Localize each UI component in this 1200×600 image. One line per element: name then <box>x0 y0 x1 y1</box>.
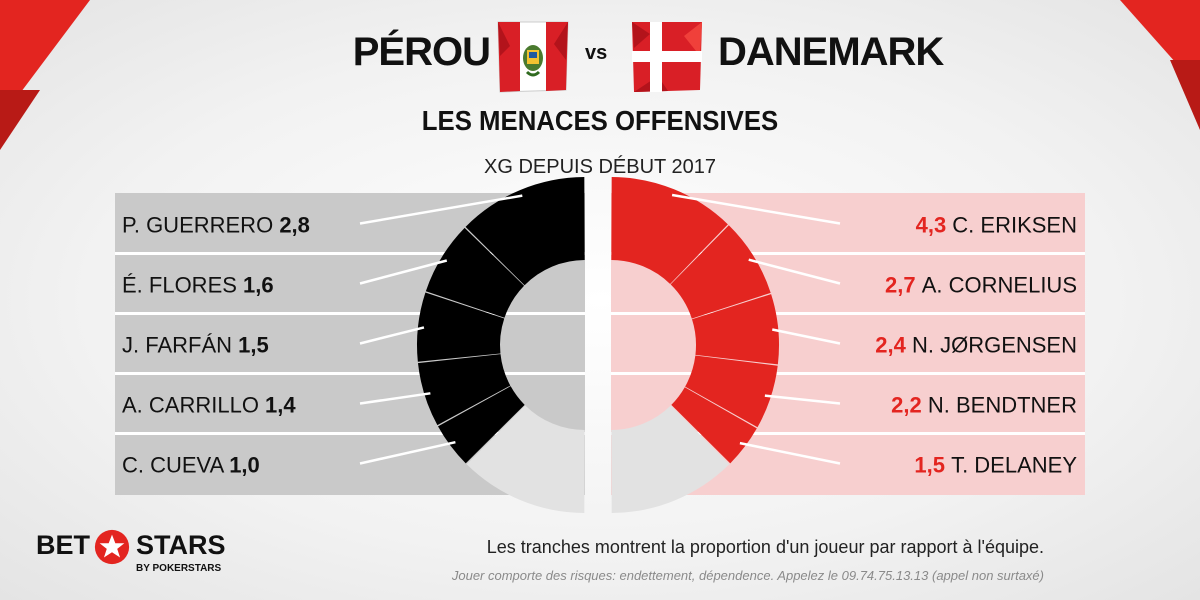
connector-line <box>772 328 841 345</box>
connector-line <box>764 394 841 405</box>
row-separator <box>611 312 1085 315</box>
footer-legal: Jouer comporte des risques: endettement,… <box>451 568 1044 583</box>
vs-label: vs <box>585 42 608 64</box>
player-label: 2,7 A. CORNELIUS <box>885 273 1077 298</box>
betstars-logo: BET STARS BY POKERSTARS <box>36 529 236 580</box>
connector-line <box>359 194 523 225</box>
player-label: A. CARRILLO 1,4 <box>122 393 296 418</box>
decor-facet <box>0 90 40 150</box>
player-xg-value: 1,4 <box>265 393 296 418</box>
player-xg-value: 1,0 <box>229 453 260 478</box>
slice-a-cornelius <box>670 225 771 319</box>
connector-line <box>671 193 841 225</box>
denmark-flag-icon <box>632 22 702 92</box>
chart-subtitle: LES MENACES OFFENSIVES <box>421 105 779 136</box>
player-label: 4,3 C. ERIKSEN <box>916 213 1077 238</box>
player-xg-value: 2,8 <box>279 213 310 238</box>
slice-n-j-rgensen <box>692 294 779 365</box>
player-xg-value: 2,2 <box>891 393 928 418</box>
connector-line <box>739 441 841 465</box>
row-separator <box>611 432 1085 435</box>
row-separator <box>611 252 1085 255</box>
player-xg-value: 1,5 <box>238 333 269 358</box>
team-right-title: DANEMARK <box>718 30 944 74</box>
player-name: A. CORNELIUS <box>922 273 1077 298</box>
player-label: P. GUERRERO 2,8 <box>122 213 310 238</box>
slice-n-bendtner <box>685 355 778 428</box>
player-label: 1,5 T. DELANEY <box>914 453 1077 478</box>
slice--flores <box>425 227 525 318</box>
player-xg-value: 1,5 <box>914 453 951 478</box>
player-label: C. CUEVA 1,0 <box>122 453 260 478</box>
player-xg-value: 4,3 <box>916 213 953 238</box>
player-name: C. ERIKSEN <box>952 213 1077 238</box>
row-separator <box>115 312 585 315</box>
slice-a-carrillo <box>417 354 511 426</box>
decor-facet <box>1170 60 1200 130</box>
slice-c-eriksen <box>611 177 728 284</box>
slice-c-cueva <box>438 386 525 464</box>
connector-line <box>359 440 456 465</box>
logo-subtext: BY POKERSTARS <box>136 563 222 574</box>
connector-line <box>359 259 448 285</box>
chart-metric-label: XG DEPUIS DÉBUT 2017 <box>484 156 716 178</box>
connector-line <box>359 392 431 405</box>
player-name: P. GUERRERO <box>122 213 279 238</box>
ring-remainder <box>466 405 585 513</box>
title-row: PÉROU vs DANEMARK <box>0 8 1200 93</box>
logo-bet-text: BET <box>36 530 90 560</box>
row-separator <box>115 432 585 435</box>
star-logo-icon <box>94 529 130 565</box>
peru-flag-icon <box>497 21 569 93</box>
footer-note: Les tranches montrent la proportion d'un… <box>486 537 1044 557</box>
logo-stars-text: STARS <box>136 530 226 560</box>
player-label: É. FLORES 1,6 <box>122 273 274 298</box>
player-name: A. CARRILLO <box>122 393 265 418</box>
player-name: J. FARFÁN <box>122 333 238 358</box>
row-separator <box>611 372 1085 375</box>
player-xg-value: 2,4 <box>875 333 912 358</box>
player-label: J. FARFÁN 1,5 <box>122 333 269 358</box>
row-separator <box>115 372 585 375</box>
team-left-title: PÉROU <box>352 30 491 74</box>
player-label: 2,4 N. JØRGENSEN <box>875 333 1077 358</box>
ring-remainder <box>611 405 730 513</box>
slice-p-guerrero <box>465 177 585 286</box>
player-name: N. JØRGENSEN <box>912 333 1077 358</box>
slice-j-farf-n <box>416 292 505 362</box>
connector-line <box>359 326 425 345</box>
connector-line <box>748 258 841 285</box>
player-xg-value: 2,7 <box>885 273 922 298</box>
player-name: C. CUEVA <box>122 453 229 478</box>
player-name: T. DELANEY <box>951 453 1077 478</box>
player-name: É. FLORES <box>122 273 243 298</box>
player-name: N. BENDTNER <box>928 393 1077 418</box>
player-xg-value: 1,6 <box>243 273 274 298</box>
player-label: 2,2 N. BENDTNER <box>891 393 1077 418</box>
slice-t-delaney <box>671 387 757 464</box>
row-separator <box>115 252 585 255</box>
